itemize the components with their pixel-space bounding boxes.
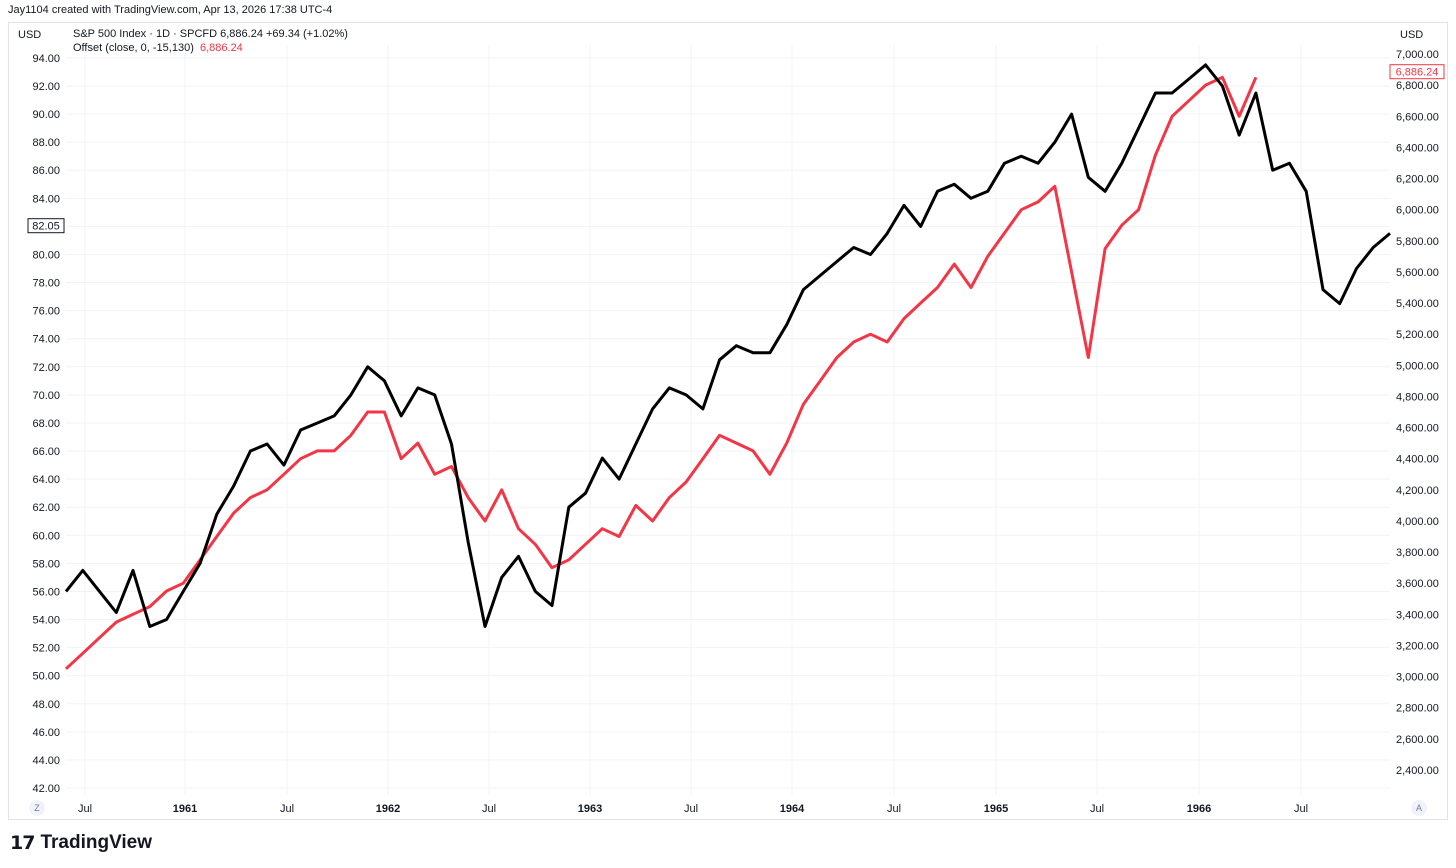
y-right-tick-label: 3,400.00 [1396,609,1439,621]
y-left-tick-label: 90.00 [32,109,60,121]
chart-frame[interactable] [8,22,1448,820]
y-right-tick-label: 3,800.00 [1396,547,1439,559]
currency-right-label[interactable]: USD [1400,29,1424,41]
y-right-tick-label: 6,200.00 [1396,174,1439,186]
y-left-tick-label: 44.00 [32,755,60,767]
y-right-tick-label: 6,600.00 [1396,111,1439,123]
x-tick-label: 1962 [376,803,400,815]
y-left-tick-label: 60.00 [32,530,60,542]
auto-scale-button[interactable]: A [1411,800,1427,816]
current-value-right-box [1389,64,1445,80]
y-right-tick-label: 4,600.00 [1396,423,1439,435]
y-left-tick-label: 52.00 [32,643,60,655]
x-tick-label: Jul [482,803,496,815]
x-tick-label: Jul [1090,803,1104,815]
y-right-tick-label: 6,000.00 [1396,205,1439,217]
y-left-tick-label: 94.00 [32,53,60,65]
y-left-tick-label: 76.00 [32,306,60,318]
y-left-tick-label: 46.00 [32,727,60,739]
y-right-tick-label: 2,600.00 [1396,734,1439,746]
x-tick-label: Jul [78,803,92,815]
y-right-tick-label: 4,200.00 [1396,485,1439,497]
y-left-tick-label: 54.00 [32,615,60,627]
grid-layer [66,45,1390,795]
legend-series-main[interactable]: S&P 500 Index · 1D · SPCFD 6,886.24 +69.… [73,28,348,40]
y-left-tick-label: 86.00 [32,165,60,177]
y-right-tick-label: 4,000.00 [1396,516,1439,528]
current-value-left-box [27,218,65,234]
legend-offset-label: Offset (close, 0, -15,130) [73,42,194,54]
legend-series-offset[interactable]: Offset (close, 0, -15,130) 6,886.24 [73,42,243,54]
y-axis-left: 42.00 44.00 46.00 48.00 50.00 52.00 54.00 56.00… [27,53,65,795]
legend-offset-value: 6,886.24 [199,42,243,54]
y-axis-right: 2,400.00 2,600.00 2,800.00 3,000.00 3,200.00… [1389,49,1445,777]
x-tick-label: 1966 [1187,803,1211,815]
x-tick-label: 1965 [984,803,1008,815]
y-right-tick-label: 3,000.00 [1396,672,1439,684]
y-left-tick-label: 42.00 [32,783,60,795]
y-left-tick-label: 78.00 [32,278,60,290]
y-left-tick-label: 56.00 [32,586,60,598]
y-right-tick-label: 4,400.00 [1396,454,1439,466]
y-left-tick-label: 58.00 [32,558,60,570]
tradingview-brand-text: TradingView [40,832,153,853]
y-left-tick-label: 72.00 [32,362,60,374]
y-left-tick-label: 50.00 [32,671,60,683]
y-left-tick-label: 84.00 [32,193,60,205]
x-tick-label: Jul [1294,803,1308,815]
y-left-tick-label: 64.00 [32,474,60,486]
y-left-tick-label: 92.00 [32,81,60,93]
y-right-tick-label: 7,000.00 [1396,49,1439,61]
x-tick-label: 1964 [780,803,805,815]
y-left-tick-label: 48.00 [32,699,60,711]
y-right-tick-label: 2,400.00 [1396,765,1439,777]
series-line-offset [64,75,1258,670]
y-left-tick-label: 62.00 [32,502,60,514]
y-right-tick-label: 5,200.00 [1396,329,1439,341]
y-right-tick-label: 2,800.00 [1396,703,1439,715]
x-axis: Jul 1961 Jul 1962 Jul 1963 Jul 1964 Jul 1965 Jul 19… [78,803,1308,815]
currency-left-label[interactable]: USD [18,29,42,41]
tradingview-logo-icon: 17 [10,832,35,854]
x-tick-label: Jul [280,803,294,815]
y-left-tick-label: 74.00 [32,334,60,346]
y-left-tick-label: 80.00 [32,249,60,261]
x-tick-label: 1961 [173,803,197,815]
x-tick-label: 1963 [578,803,602,815]
current-value-left-label: 82.05 [32,221,60,233]
y-right-tick-label: 6,400.00 [1396,142,1439,154]
y-right-tick-label: 4,800.00 [1396,391,1439,403]
y-left-tick-label: 66.00 [32,446,60,458]
y-left-tick-label: 68.00 [32,418,60,430]
series-line-sp500 [64,63,1391,628]
chart-credit: Jay1104 created with TradingView.com, Ap… [8,4,333,16]
x-tick-label: Jul [887,803,901,815]
y-right-tick-label: 3,600.00 [1396,578,1439,590]
y-left-tick-label: 70.00 [32,390,60,402]
y-left-tick-label: 88.00 [32,137,60,149]
series-layer [64,63,1391,670]
y-right-tick-label: 5,000.00 [1396,360,1439,372]
zoom-reset-button[interactable]: Z [29,800,45,816]
y-right-tick-label: 6,800.00 [1396,80,1439,92]
y-right-tick-label: 5,600.00 [1396,267,1439,279]
y-right-tick-label: 5,800.00 [1396,236,1439,248]
x-tick-label: Jul [684,803,698,815]
y-right-tick-label: 5,400.00 [1396,298,1439,310]
tradingview-logo[interactable]: 17 TradingView [10,832,152,854]
current-value-right-label: 6,886.24 [1396,67,1439,79]
y-right-tick-label: 3,200.00 [1396,640,1439,652]
